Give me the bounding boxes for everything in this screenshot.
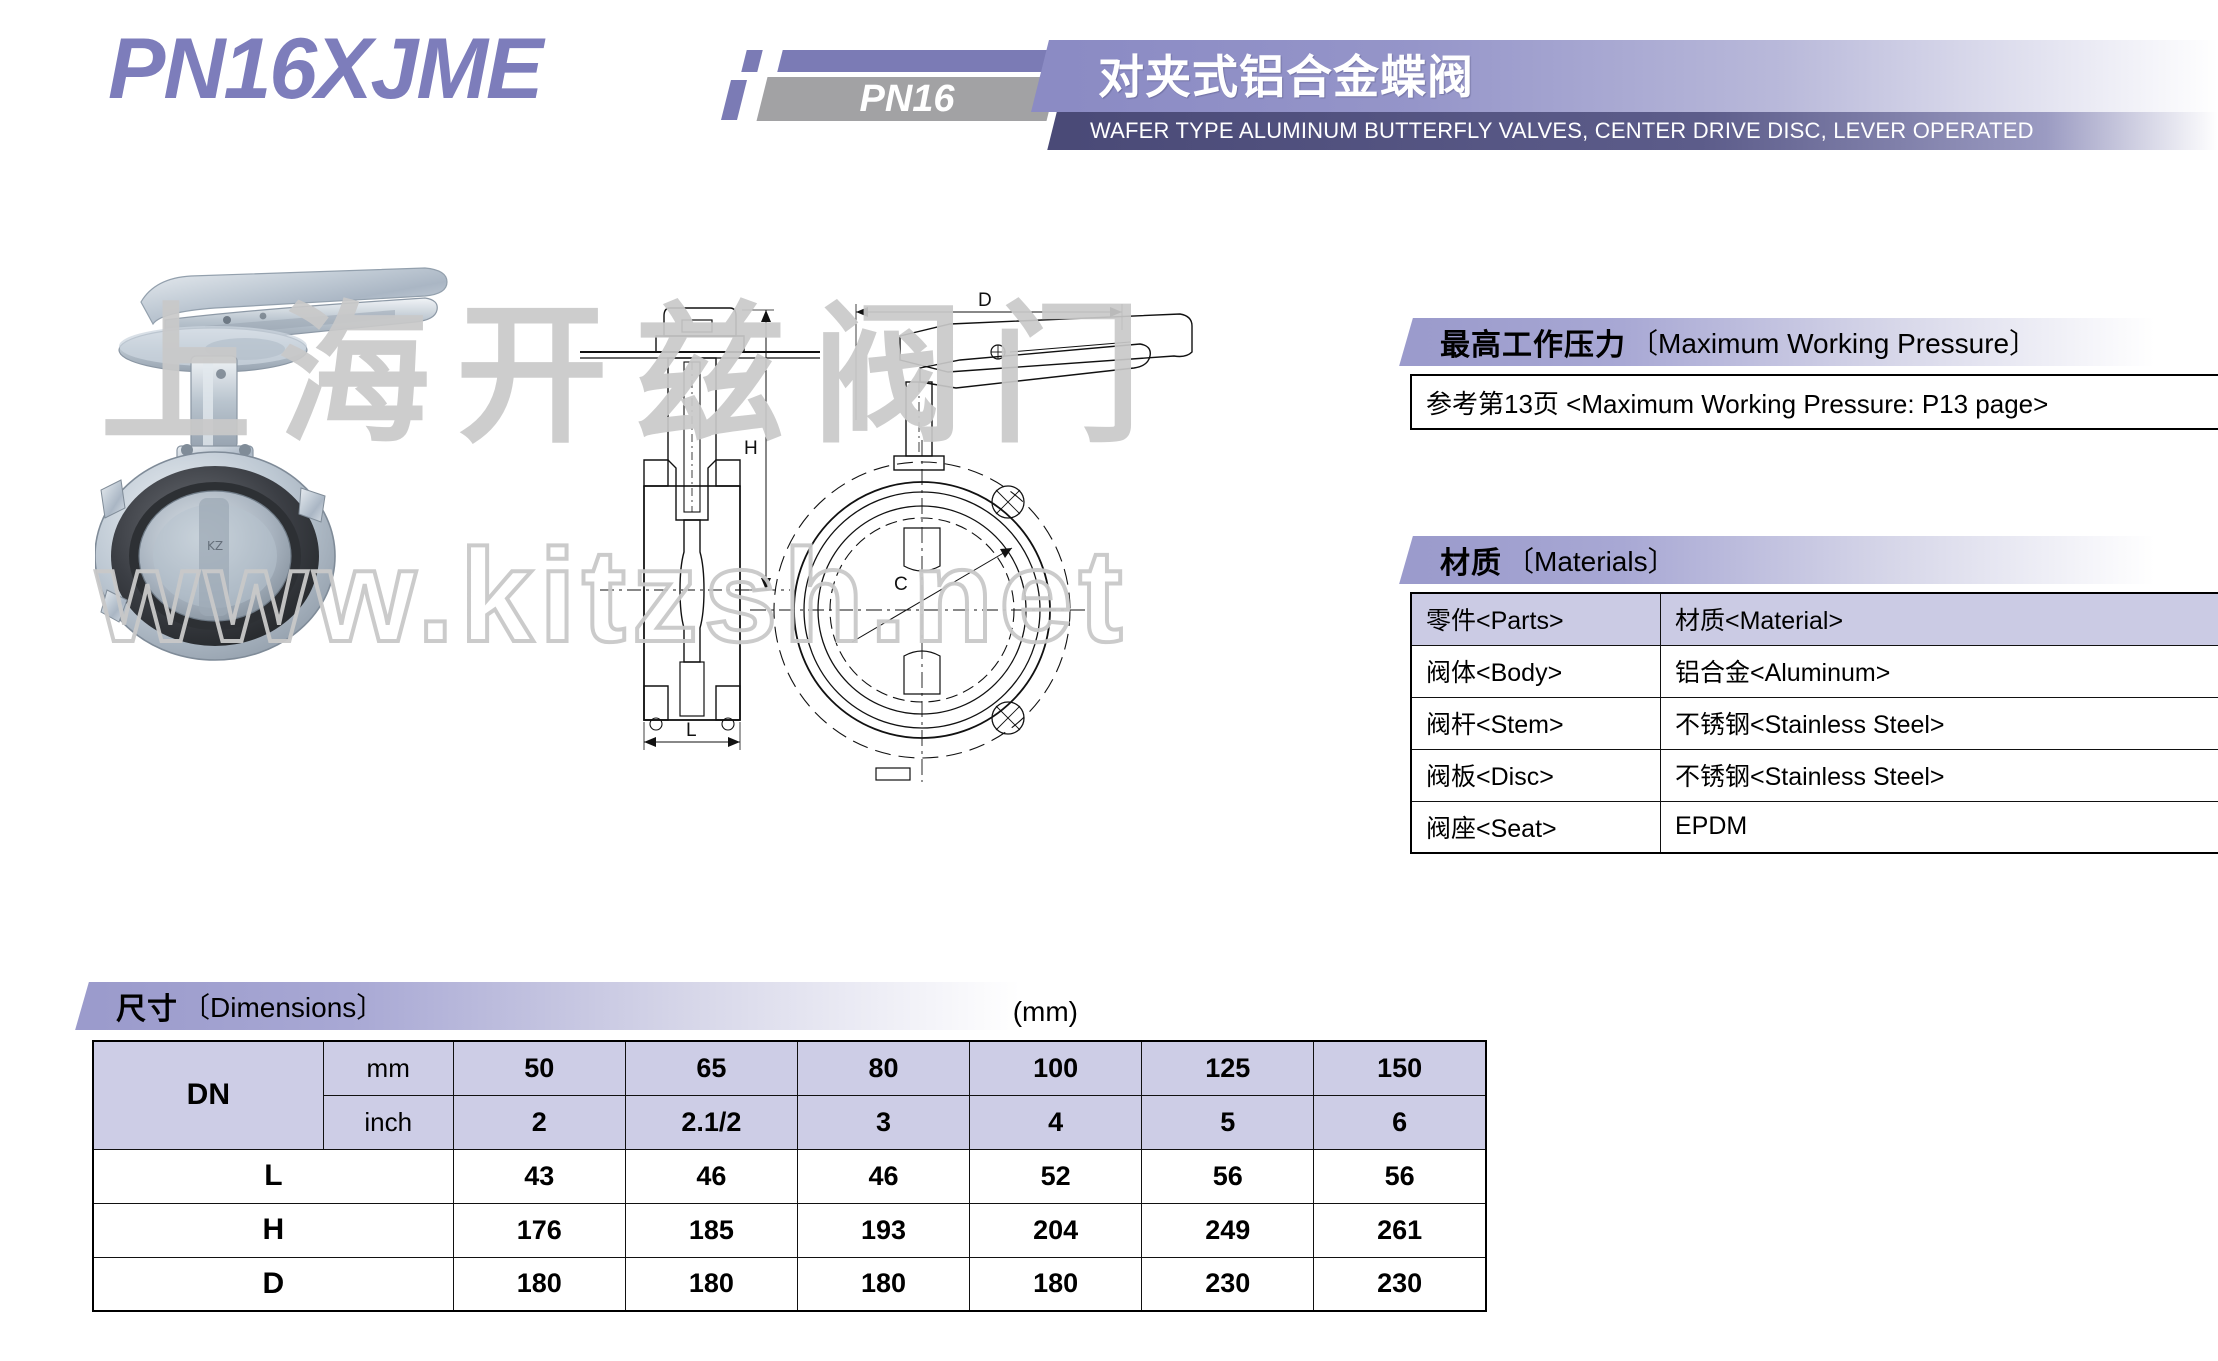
dimension-value: 193 [796, 1202, 971, 1258]
side-section-view: H L [580, 307, 820, 750]
header-accent-sliver-2 [721, 80, 747, 120]
dimensions-heading: 尺寸 〔Dimensions〕 [116, 982, 384, 1030]
dim-label-h: H [744, 438, 758, 459]
dimension-value: 230 [1313, 1256, 1487, 1312]
dimension-value: 185 [624, 1202, 798, 1258]
materials-col-material: 材质<Material> [1659, 592, 2218, 646]
materials-table: 零件<Parts> 材质<Material> 阀体<Body> 铝合金<Alum… [1410, 592, 2218, 854]
dimension-value: 180 [624, 1256, 798, 1312]
dn-mm-value: 125 [1141, 1040, 1315, 1096]
materials-header-row: 零件<Parts> 材质<Material> [1410, 592, 2218, 646]
mwp-heading-cn: 最高工作压力 [1440, 329, 1626, 362]
material-value: 不锈钢<Stainless Steel> [1659, 696, 2218, 750]
mwp-heading-en: 〔Maximum Working Pressure〕 [1630, 328, 2038, 359]
dimension-value: 46 [796, 1148, 971, 1204]
dimension-row-label: H [92, 1202, 454, 1258]
dimension-row-label: D [92, 1256, 454, 1312]
dn-inch-value: 6 [1313, 1094, 1487, 1150]
header-accent-sliver-1 [741, 50, 763, 72]
dn-inch-value: 2 [452, 1094, 626, 1150]
pressure-rating-badge: PN16 [756, 50, 1065, 121]
dimension-value: 52 [969, 1148, 1143, 1204]
dimensions-heading-en: 〔Dimensions〕 [182, 992, 385, 1023]
dn-inch-value: 4 [969, 1094, 1143, 1150]
table-row: 阀板<Disc> 不锈钢<Stainless Steel> [1410, 748, 2218, 802]
material-part: 阀体<Body> [1410, 644, 1661, 698]
model-title: PN16XJME [108, 21, 543, 117]
dim-label-c: C [894, 574, 908, 595]
product-photo: KZ [94, 250, 515, 670]
dimensions-heading-cn: 尺寸 [116, 993, 178, 1026]
dim-label-l: L [686, 720, 697, 741]
product-title-cn: 对夹式铝合金蝶阀 [1098, 51, 1474, 103]
dn-inch-row: inch 2 2.1/2 3 4 5 6 [93, 1094, 1487, 1150]
dimension-value: 230 [1141, 1256, 1315, 1312]
badge-top-accent-bar [777, 50, 1065, 72]
material-value: 铝合金<Aluminum> [1659, 644, 2218, 698]
drawing-svg: H L [580, 290, 1193, 782]
dimensions-unit-note: (mm) [1012, 996, 1078, 1027]
dn-inch-value: 5 [1141, 1094, 1315, 1150]
material-part: 阀座<Seat> [1410, 800, 1661, 854]
front-view: D C [750, 290, 1193, 782]
materials-heading: 材质 〔Materials〕 [1440, 536, 1676, 584]
svg-text:KZ: KZ [207, 539, 223, 553]
dimension-value: 180 [796, 1256, 971, 1312]
dimension-value: 180 [452, 1256, 626, 1312]
dn-mm-value: 80 [796, 1040, 971, 1096]
dimension-value: 176 [452, 1202, 626, 1258]
table-row: L 43 46 46 52 56 56 [92, 1148, 1487, 1204]
dn-unit-mm: mm [322, 1040, 454, 1096]
dn-mm-value: 50 [452, 1040, 626, 1096]
dn-inch-value: 3 [796, 1094, 971, 1150]
dimension-value: 56 [1313, 1148, 1487, 1204]
dn-unit-inch: inch [322, 1094, 454, 1150]
mwp-value: 参考第13页 <Maximum Working Pressure: P13 pa… [1426, 388, 2049, 419]
materials-col-parts: 零件<Parts> [1410, 592, 1661, 646]
dn-mm-value: 65 [624, 1040, 798, 1096]
dimension-value: 204 [969, 1202, 1143, 1258]
technical-drawings: H L [560, 290, 1300, 850]
dimension-value: 43 [452, 1148, 626, 1204]
material-part: 阀杆<Stem> [1410, 696, 1661, 750]
dn-mm-row: DN mm 50 65 80 100 125 150 [92, 1040, 1487, 1150]
dimensions-table: DN mm 50 65 80 100 125 150 inch 2 2.1/2 … [92, 1040, 1487, 1312]
dn-label: DN [92, 1040, 324, 1150]
material-value: EPDM [1659, 800, 2218, 854]
dim-label-d: D [978, 290, 992, 311]
materials-heading-en: 〔Materials〕 [1506, 546, 1676, 577]
materials-heading-cn: 材质 [1440, 547, 1502, 580]
table-row: H 176 185 193 204 249 261 [92, 1202, 1487, 1258]
table-row: 阀座<Seat> EPDM [1410, 800, 2218, 854]
dimension-value: 261 [1313, 1202, 1487, 1258]
mwp-heading: 最高工作压力 〔Maximum Working Pressure〕 [1440, 318, 2037, 366]
dn-inch-value: 2.1/2 [624, 1094, 798, 1150]
badge-label: PN16 [859, 77, 955, 120]
valve-photo-illustration: KZ [94, 267, 448, 661]
english-subtitle-bar [1070, 112, 2218, 150]
material-value: 不锈钢<Stainless Steel> [1659, 748, 2218, 802]
mwp-header-bar [1424, 318, 2218, 366]
mwp-value-box: 参考第13页 <Maximum Working Pressure: P13 pa… [1410, 374, 2218, 430]
material-part: 阀板<Disc> [1410, 748, 1661, 802]
dn-mm-value: 100 [969, 1040, 1143, 1096]
table-row: 阀杆<Stem> 不锈钢<Stainless Steel> [1410, 696, 2218, 750]
product-subtitle-en: WAFER TYPE ALUMINUM BUTTERFLY VALVES, CE… [1090, 118, 2034, 143]
chinese-title-bar [1070, 40, 2218, 112]
dn-mm-value: 150 [1313, 1040, 1487, 1096]
dimension-value: 180 [969, 1256, 1143, 1312]
table-row: D 180 180 180 180 230 230 [92, 1256, 1487, 1312]
dimension-value: 46 [624, 1148, 798, 1204]
table-row: 阀体<Body> 铝合金<Aluminum> [1410, 644, 2218, 698]
dimension-value: 56 [1141, 1148, 1315, 1204]
page-header: PN16XJME PN16 对夹式铝合金蝶阀 WAFER TYPE ALUMIN… [0, 0, 2218, 160]
dimension-value: 249 [1141, 1202, 1315, 1258]
dimensions-header-bar [100, 982, 1100, 1030]
materials-header-bar [1424, 536, 2218, 584]
dimension-row-label: L [92, 1148, 454, 1204]
